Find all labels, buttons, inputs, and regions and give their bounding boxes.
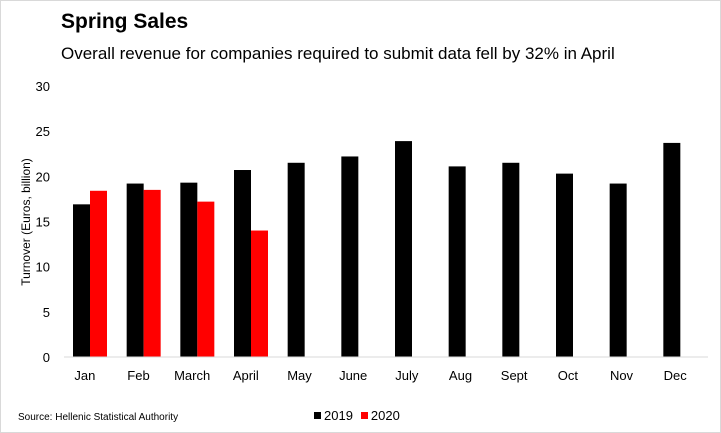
source-note: Source: Hellenic Statistical Authority [18,412,179,423]
legend-swatch [314,412,321,419]
x-tick-label: Oct [558,368,579,383]
chart-subtitle: Overall revenue for companies required t… [61,44,615,63]
bar-2019-sept [502,162,520,357]
y-tick-label: 10 [36,260,50,275]
bar-2019-march [180,182,198,357]
bar-2019-nov [609,183,627,357]
x-tick-label: Nov [610,368,634,383]
x-tick-label: Dec [664,368,688,383]
chart-title: Spring Sales [61,10,189,33]
x-tick-label: Sept [501,368,528,383]
legend-item-2020: 2020 [360,408,400,423]
x-tick-label: Feb [127,368,149,383]
bar-2019-july [395,141,412,357]
bar-2019-dec [663,142,681,357]
legend-label: 2019 [324,408,353,423]
legend-label: 2020 [370,408,400,423]
x-tick-label: Jan [74,368,95,383]
x-tick-label: March [174,368,210,383]
x-tick-label: April [233,368,259,383]
y-tick-label: 20 [36,169,50,184]
bar-2020-march [197,201,215,357]
bar-2019-may [287,162,305,357]
legend-swatch [360,412,368,419]
bar-2019-jan [73,204,90,357]
y-tick-label: 0 [43,350,50,365]
bar-2020-jan [90,190,107,357]
bar-2019-oct [556,173,573,357]
y-tick-label: 25 [36,124,50,139]
bar-2019-june [341,156,359,357]
y-tick-label: 30 [36,79,50,94]
y-tick-label: 15 [36,215,50,230]
x-tick-label: May [287,368,312,383]
y-axis-label: Turnover (Euros, billion) [19,158,33,286]
y-tick-label: 5 [43,305,50,320]
legend-item-2019: 2019 [314,408,353,423]
legend: 2019 2020 [314,408,408,423]
x-tick-label: Aug [449,368,472,383]
x-axis: Jan Feb March April May June July Aug Sept Oct Nov… [64,356,708,383]
bar-2020-feb [143,189,161,357]
bar-2019-april [234,170,251,357]
x-tick-label: June [339,368,367,383]
y-axis: 0 5 10 15 20 25 30 [36,79,50,365]
bar-2019-aug [448,166,466,357]
bar-2020-april [251,230,268,357]
bars [73,141,681,357]
x-tick-label: July [395,368,419,383]
bar-2019-feb [126,183,144,357]
